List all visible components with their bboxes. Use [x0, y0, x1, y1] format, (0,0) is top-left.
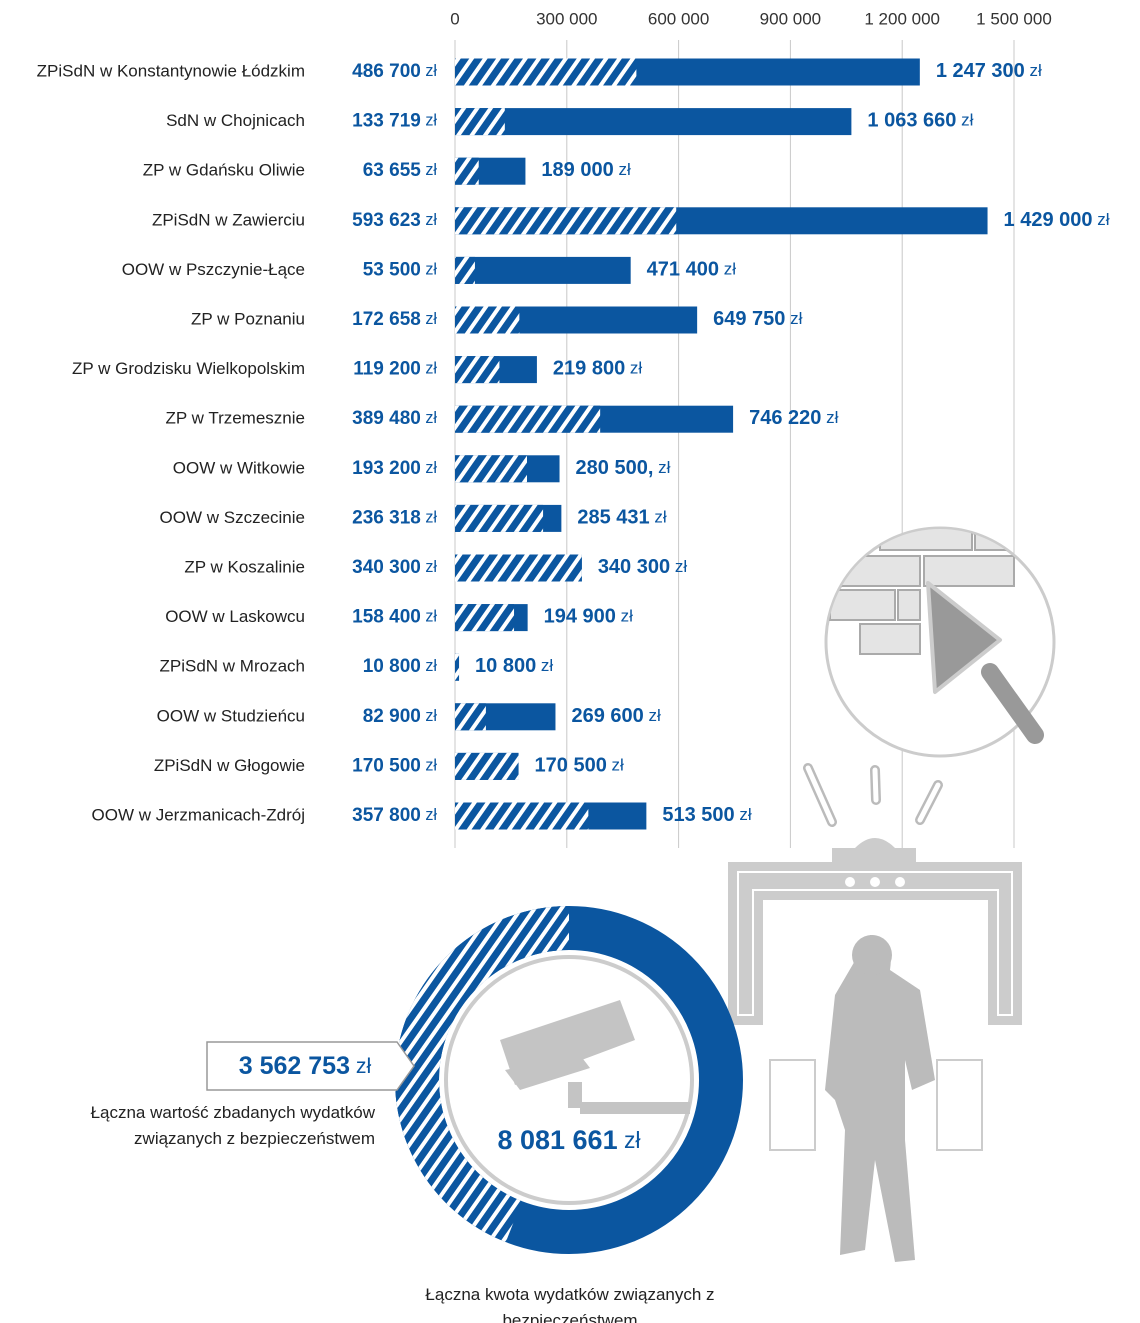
x-tick-label: 1 200 000	[864, 9, 940, 28]
label-box	[206, 1041, 415, 1091]
value-label-total: 1 429 000 zł	[1004, 209, 1110, 231]
value-label-examined: 158 400 zł	[352, 607, 437, 628]
value-label-total: 280 500, zł	[576, 457, 671, 479]
category-label: OOW w Witkowie	[173, 458, 305, 477]
category-label: ZPiSdN w Głogowie	[154, 756, 305, 775]
value-label-total: 1 247 300 zł	[936, 60, 1042, 82]
value-label-total: 219 800 zł	[553, 358, 643, 380]
value-label-examined: 170 500 zł	[352, 755, 437, 776]
category-label: ZPiSdN w Mrozach	[160, 657, 305, 676]
category-label: OOW w Laskowcu	[165, 607, 305, 626]
value-label-total: 746 220 zł	[749, 407, 839, 429]
value-label-examined: 486 700 zł	[352, 61, 437, 82]
bar-examined	[455, 504, 544, 532]
value-label-examined: 82 900 zł	[363, 706, 438, 727]
category-label: ZP w Trzemesznie	[165, 409, 305, 428]
value-label-total: 649 750 zł	[713, 308, 803, 330]
bar-examined	[455, 58, 637, 86]
category-label: OOW w Pszczynie-Łące	[122, 260, 305, 279]
value-label-total: 471 400 zł	[647, 259, 737, 281]
value-label-examined: 193 200 zł	[352, 458, 437, 479]
category-label: OOW w Studzieńcu	[157, 706, 305, 725]
category-label: OOW w Jerzmanicach-Zdrój	[92, 805, 305, 824]
trowel-icon	[824, 526, 1056, 758]
value-label-examined: 53 500 zł	[363, 259, 438, 280]
bar-total	[455, 108, 852, 136]
bar-examined	[455, 405, 601, 433]
category-label: ZPiSdN w Konstantynowie Łódzkim	[37, 61, 305, 80]
bar-examined	[455, 356, 500, 384]
value-label-examined: 172 658 zł	[352, 309, 437, 330]
bar-examined	[455, 703, 486, 731]
donut-examined	[395, 906, 569, 1243]
bar-examined	[455, 455, 527, 483]
bar-examined	[455, 157, 479, 185]
value-label-examined: 63 655 zł	[363, 160, 438, 181]
category-label: ZP w Gdańsku Oliwie	[143, 161, 305, 180]
category-label: ZP w Poznaniu	[191, 309, 305, 328]
value-label-examined: 119 200 zł	[353, 359, 437, 380]
category-label: SdN w Chojnicach	[166, 111, 305, 130]
x-tick-label: 600 000	[648, 9, 709, 28]
value-label-examined: 236 318 zł	[352, 507, 437, 528]
value-label-examined: 357 800 zł	[352, 805, 437, 826]
donut-examined-label: 3 562 753 zł	[239, 1052, 372, 1080]
bar-examined	[455, 207, 677, 235]
bar-examined	[455, 653, 460, 681]
bar-examined	[455, 802, 589, 830]
value-label-total: 194 900 zł	[544, 606, 634, 628]
bar-total	[455, 256, 631, 284]
bar-examined	[455, 752, 519, 780]
value-label-total: 269 600 zł	[571, 705, 661, 727]
donut	[395, 906, 743, 1254]
value-label-total: 1 063 660 zł	[867, 110, 973, 132]
value-label-examined: 133 719 zł	[352, 111, 437, 132]
value-label-total: 285 431 zł	[577, 507, 667, 529]
value-label-examined: 10 800 zł	[363, 656, 438, 677]
value-label-total: 10 800 zł	[475, 655, 553, 677]
bar-examined	[455, 554, 582, 582]
x-tick-label: 0	[450, 9, 459, 28]
bar-examined	[455, 108, 505, 136]
bar-examined	[455, 306, 520, 334]
bar-examined	[455, 604, 515, 632]
x-tick-label: 1 500 000	[976, 9, 1052, 28]
donut-total-label: 8 081 661 zł	[497, 1125, 640, 1155]
value-label-total: 170 500 zł	[535, 755, 625, 777]
donut-inner-ring	[444, 955, 694, 1205]
category-label: ZPiSdN w Zawierciu	[152, 210, 305, 229]
value-label-examined: 340 300 zł	[352, 557, 437, 578]
bar-examined	[455, 256, 475, 284]
value-label-examined: 389 480 zł	[352, 408, 437, 429]
category-label: ZP w Grodzisku Wielkopolskim	[72, 359, 305, 378]
value-label-examined: 593 623 zł	[352, 210, 437, 231]
x-tick-label: 900 000	[760, 9, 821, 28]
value-label-total: 340 300 zł	[598, 556, 688, 578]
x-tick-label: 300 000	[536, 9, 597, 28]
value-label-total: 513 500 zł	[662, 804, 752, 826]
category-label: OOW w Szczecinie	[160, 508, 305, 527]
donut-caption-examined: Łączna wartość zbadanych wydatków związa…	[90, 1103, 375, 1148]
gate-icon	[728, 763, 1022, 1262]
value-label-total: 189 000 zł	[541, 159, 631, 181]
donut-caption-total: Łączna kwota wydatków związanych z bezpi…	[425, 1285, 715, 1323]
category-label: ZP w Koszalinie	[184, 557, 305, 576]
camera-icon	[500, 1000, 690, 1114]
